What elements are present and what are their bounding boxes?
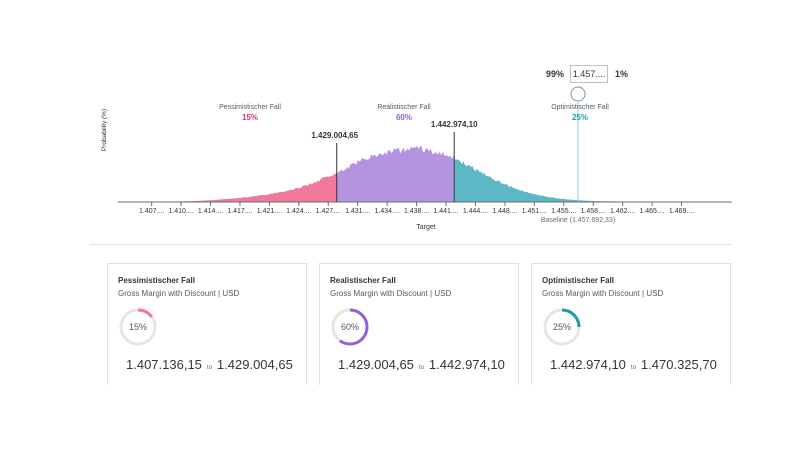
scenario-percent: 60%: [396, 113, 412, 122]
x-tick-label: 1.407....: [139, 208, 164, 215]
card-subtitle: Gross Margin with Discount | USD: [118, 289, 240, 298]
probability-donut: [119, 308, 157, 346]
threshold-value-input[interactable]: 1.457....: [570, 65, 609, 83]
x-tick-label: 1.444....: [463, 208, 488, 215]
x-tick-label: 1.455....: [551, 208, 576, 215]
value-range: 1.429.004,65 to 1.442.974,10: [338, 356, 505, 374]
range-to: 1.442.974,10: [428, 357, 505, 372]
x-tick-label: 1.410....: [168, 208, 193, 215]
boundary-label: 1.442.974,10: [431, 120, 478, 129]
boundary-label: 1.429.004,65: [311, 131, 358, 140]
x-tick-label: 1.441....: [433, 208, 458, 215]
card-title: Realistischer Fall: [330, 276, 396, 285]
donut-percent-label: 15%: [128, 322, 147, 332]
distribution-area-2: [336, 146, 455, 202]
section-divider: [90, 244, 732, 245]
x-tick-label: 1.424....: [286, 208, 311, 215]
threshold-left-percent: 99%: [546, 69, 565, 79]
card-subtitle: Gross Margin with Discount | USD: [330, 289, 452, 298]
scenario-label: Realistischer Fall: [377, 104, 431, 111]
range-to: 1.429.004,65: [216, 357, 293, 372]
range-from: 1.442.974,10: [550, 357, 626, 372]
card-subtitle: Gross Margin with Discount | USD: [542, 289, 664, 298]
x-tick-label: 1.465....: [639, 208, 664, 215]
distribution-area-3: [454, 159, 685, 202]
y-axis-label: Probability (%): [101, 109, 108, 151]
x-tick-label: 1.451....: [522, 208, 547, 215]
donut-progress-arc: [331, 308, 369, 346]
threshold-right-percent: 1%: [615, 69, 629, 79]
range-to-word: to: [206, 365, 212, 371]
card-title: Optimistischer Fall: [542, 276, 615, 285]
card-title: Pessimistischer Fall: [118, 276, 195, 285]
baseline-drag-handle: [570, 86, 586, 102]
probability-donut: [543, 308, 581, 346]
x-tick-label: 1.469....: [669, 208, 694, 215]
x-tick-label: 1.448....: [492, 208, 517, 215]
donut-progress-arc: [119, 308, 157, 346]
scenario-label: Optimistischer Fall: [551, 104, 609, 111]
range-to-word: to: [630, 365, 636, 371]
scenario-card-realistic[interactable]: Realistischer Fall Gross Margin with Dis…: [319, 263, 519, 385]
scenario-percent: 25%: [572, 113, 588, 122]
scenario-label: Pessimistischer Fall: [219, 104, 281, 111]
x-tick-label: 1.462....: [610, 208, 635, 215]
distribution-chart: 1.407.... 1.410.... 1.414.... 1.417.... 1.42…: [101, 86, 732, 231]
donut-percent-label: 60%: [340, 322, 359, 332]
range-from: 1.429.004,65: [338, 357, 414, 372]
x-tick-label: 1.438....: [404, 208, 429, 215]
distribution-chart-svg: 1.407.... 1.410.... 1.414.... 1.417.... 1.42…: [101, 86, 732, 231]
range-to: 1.470.325,70: [640, 357, 717, 372]
x-tick-label: 1.431....: [345, 208, 370, 215]
scenario-card-pessimistic[interactable]: Pessimistischer Fall Gross Margin with D…: [107, 263, 307, 385]
x-tick-label: 1.434....: [375, 208, 400, 215]
x-tick-label: 1.427....: [316, 208, 341, 215]
baseline-label: Baseline (1.457.692,33): [541, 217, 615, 224]
range-to-word: to: [418, 365, 424, 371]
probability-donut: [331, 308, 369, 346]
distribution-area-1: [152, 171, 337, 202]
donut-progress-arc: [543, 308, 581, 346]
scenario-card-optimistic[interactable]: Optimistischer Fall Gross Margin with Di…: [531, 263, 731, 385]
x-axis-label: Target: [416, 224, 436, 231]
x-tick-label: 1.414....: [198, 208, 223, 215]
range-from: 1.407.136,15: [126, 357, 202, 372]
threshold-control: 99% 1.457.... 1%: [546, 64, 628, 84]
value-range: 1.407.136,15 to 1.429.004,65: [126, 356, 293, 374]
x-tick-label: 1.458....: [581, 208, 606, 215]
scenario-percent: 15%: [242, 113, 258, 122]
value-range: 1.442.974,10 to 1.470.325,70: [550, 356, 717, 374]
donut-percent-label: 25%: [552, 322, 571, 332]
x-tick-label: 1.421....: [257, 208, 282, 215]
x-tick-label: 1.417....: [227, 208, 252, 215]
